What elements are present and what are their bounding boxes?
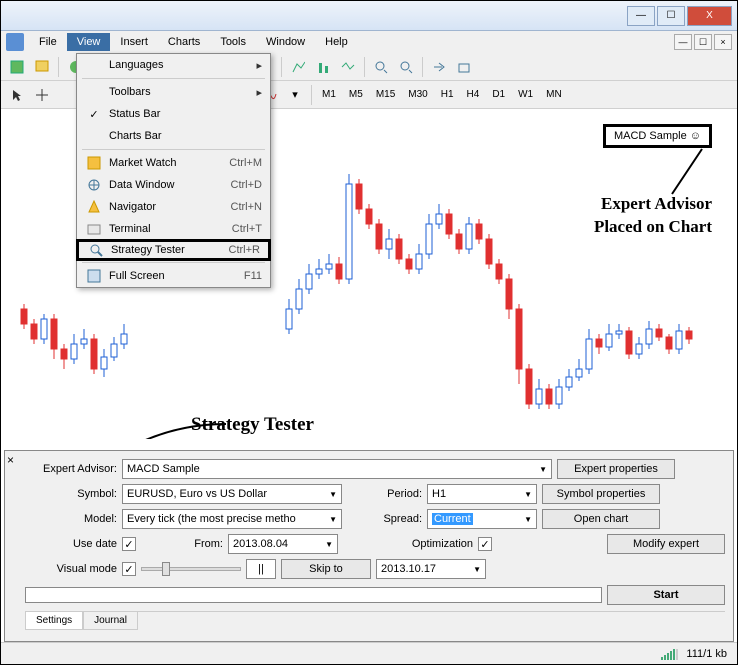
pause-button[interactable]: ||	[246, 559, 276, 579]
titlebar: — ☐ X	[1, 1, 737, 31]
statusbar: 111/1 kb	[1, 642, 737, 664]
tf-m1[interactable]: M1	[317, 86, 341, 103]
symbol-select[interactable]: EURUSD, Euro vs US Dollar	[122, 484, 342, 504]
tab-settings[interactable]: Settings	[25, 612, 83, 630]
annotation-ea-2: Placed on Chart	[594, 217, 712, 237]
navigator-icon	[85, 199, 103, 215]
menu-file[interactable]: File	[29, 33, 67, 51]
menu-insert[interactable]: Insert	[110, 33, 158, 51]
chart-type3-icon[interactable]	[337, 56, 359, 78]
menu-terminal[interactable]: TerminalCtrl+T	[77, 218, 270, 240]
annotation-ea-1: Expert Advisor	[601, 194, 712, 214]
skip-to-button[interactable]: Skip to	[281, 559, 371, 579]
spread-label: Spread:	[347, 513, 422, 525]
periods-icon[interactable]: ▾	[284, 84, 306, 106]
optimization-label: Optimization	[343, 538, 473, 550]
zoom-in-icon[interactable]	[370, 56, 392, 78]
period-select[interactable]: H1	[427, 484, 537, 504]
new-chart-icon[interactable]	[6, 56, 28, 78]
child-minimize[interactable]: —	[674, 34, 692, 50]
menu-navigator[interactable]: NavigatorCtrl+N	[77, 196, 270, 218]
tab-journal[interactable]: Journal	[83, 612, 138, 630]
data-window-icon	[85, 177, 103, 193]
profiles-icon[interactable]	[31, 56, 53, 78]
chart-type1-icon[interactable]	[287, 56, 309, 78]
menu-view[interactable]: View	[67, 33, 111, 51]
progress-bar	[25, 587, 602, 603]
speed-slider[interactable]	[141, 567, 241, 571]
menu-window[interactable]: Window	[256, 33, 315, 51]
from-label: From:	[141, 538, 223, 550]
menu-fullscreen[interactable]: Full ScreenF11	[77, 265, 270, 287]
view-dropdown-menu: Languages▸ Toolbars▸ ✓Status Bar Charts …	[76, 53, 271, 288]
ea-select[interactable]: MACD Sample	[122, 459, 552, 479]
menubar: File View Insert Charts Tools Window Hel…	[1, 31, 737, 53]
menu-data-window[interactable]: Data WindowCtrl+D	[77, 174, 270, 196]
chart-type2-icon[interactable]	[312, 56, 334, 78]
chartshift-icon[interactable]	[453, 56, 475, 78]
tester-side-label: Tester	[0, 584, 3, 611]
menu-strategy-tester[interactable]: Strategy TesterCtrl+R	[76, 239, 271, 261]
annotation-line-2	[131, 364, 231, 439]
strategy-tester-panel: × Tester Expert Advisor: MACD Sample Exp…	[4, 450, 734, 642]
expert-properties-button[interactable]: Expert properties	[557, 459, 675, 479]
menu-help[interactable]: Help	[315, 33, 358, 51]
tf-m5[interactable]: M5	[344, 86, 368, 103]
tester-close-button[interactable]: ×	[7, 453, 19, 465]
tf-h4[interactable]: H4	[462, 86, 485, 103]
tf-m15[interactable]: M15	[371, 86, 400, 103]
fullscreen-icon	[85, 268, 103, 284]
minimize-button[interactable]: —	[627, 6, 655, 26]
menu-languages[interactable]: Languages▸	[77, 54, 270, 76]
terminal-icon	[85, 221, 103, 237]
tf-d1[interactable]: D1	[487, 86, 510, 103]
from-date-field[interactable]: 2013.08.04	[228, 534, 338, 554]
tf-h1[interactable]: H1	[436, 86, 459, 103]
start-button[interactable]: Start	[607, 585, 725, 605]
menu-statusbar[interactable]: ✓Status Bar	[77, 103, 270, 125]
visual-mode-checkbox[interactable]: ✓	[122, 562, 136, 576]
menu-chartsbar[interactable]: Charts Bar	[77, 125, 270, 147]
app-icon	[6, 33, 24, 51]
visual-mode-label: Visual mode	[25, 563, 117, 575]
spread-select[interactable]: Current	[427, 509, 537, 529]
ea-label: Expert Advisor:	[25, 463, 117, 475]
symbol-properties-button[interactable]: Symbol properties	[542, 484, 660, 504]
use-date-checkbox[interactable]: ✓	[122, 537, 136, 551]
menu-charts[interactable]: Charts	[158, 33, 210, 51]
open-chart-button[interactable]: Open chart	[542, 509, 660, 529]
strategy-tester-icon	[87, 242, 105, 258]
maximize-button[interactable]: ☐	[657, 6, 685, 26]
close-button[interactable]: X	[687, 6, 732, 26]
menu-toolbars[interactable]: Toolbars▸	[77, 81, 270, 103]
zoom-out-icon[interactable]	[395, 56, 417, 78]
menu-market-watch[interactable]: Market WatchCtrl+M	[77, 152, 270, 174]
modify-expert-button[interactable]: Modify expert	[607, 534, 725, 554]
symbol-label: Symbol:	[25, 488, 117, 500]
cursor-icon[interactable]	[6, 84, 28, 106]
period-label: Period:	[347, 488, 422, 500]
child-maximize[interactable]: ☐	[694, 34, 712, 50]
connection-signal-icon	[661, 648, 678, 660]
menu-tools[interactable]: Tools	[210, 33, 256, 51]
connection-kb: 111/1 kb	[686, 648, 727, 660]
crosshair-icon[interactable]	[31, 84, 53, 106]
model-label: Model:	[25, 513, 117, 525]
tf-mn[interactable]: MN	[541, 86, 567, 103]
tf-w1[interactable]: W1	[513, 86, 538, 103]
optimization-checkbox[interactable]: ✓	[478, 537, 492, 551]
autoscroll-icon[interactable]	[428, 56, 450, 78]
child-close[interactable]: ×	[714, 34, 732, 50]
skip-date-field[interactable]: 2013.10.17	[376, 559, 486, 579]
model-select[interactable]: Every tick (the most precise metho	[122, 509, 342, 529]
tf-m30[interactable]: M30	[403, 86, 432, 103]
market-watch-icon	[85, 155, 103, 171]
use-date-label: Use date	[25, 538, 117, 550]
